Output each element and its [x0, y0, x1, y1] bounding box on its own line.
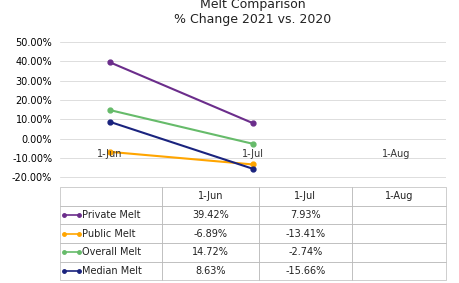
Title: Melt Comparison
% Change 2021 vs. 2020: Melt Comparison % Change 2021 vs. 2020 [174, 0, 331, 26]
Text: 1-Jul: 1-Jul [293, 191, 315, 201]
Text: -2.74%: -2.74% [287, 247, 322, 257]
Bar [162, 205, 258, 224]
Bar [60, 205, 162, 224]
Text: 1-Aug: 1-Aug [384, 191, 412, 201]
Text: Median Melt: Median Melt [82, 266, 142, 276]
Text: -6.89%: -6.89% [193, 229, 227, 239]
Text: 7.93%: 7.93% [289, 210, 320, 220]
Bar [60, 224, 162, 243]
Text: 1-Jun: 1-Jun [97, 149, 123, 159]
Bar [162, 224, 258, 243]
Text: 8.63%: 8.63% [195, 266, 225, 276]
Bar [60, 243, 162, 261]
Bar [258, 187, 351, 205]
Bar [162, 243, 258, 261]
Text: 1-Jul: 1-Jul [241, 149, 263, 159]
Text: -13.41%: -13.41% [285, 229, 325, 239]
Text: 1-Aug: 1-Aug [381, 149, 409, 159]
Bar [258, 205, 351, 224]
Bar [351, 243, 445, 261]
Bar [351, 224, 445, 243]
Bar [60, 261, 162, 280]
Bar [258, 243, 351, 261]
Text: Public Melt: Public Melt [82, 229, 135, 239]
Bar [162, 187, 258, 205]
Text: 1-Jun: 1-Jun [197, 191, 223, 201]
Bar [351, 187, 445, 205]
Text: 39.42%: 39.42% [192, 210, 229, 220]
Text: Overall Melt: Overall Melt [82, 247, 141, 257]
Bar [351, 205, 445, 224]
Text: Private Melt: Private Melt [82, 210, 140, 220]
Text: -15.66%: -15.66% [285, 266, 325, 276]
Bar [60, 187, 162, 205]
Bar [351, 261, 445, 280]
Text: 14.72%: 14.72% [192, 247, 229, 257]
Bar [258, 261, 351, 280]
Bar [162, 261, 258, 280]
Bar [258, 224, 351, 243]
